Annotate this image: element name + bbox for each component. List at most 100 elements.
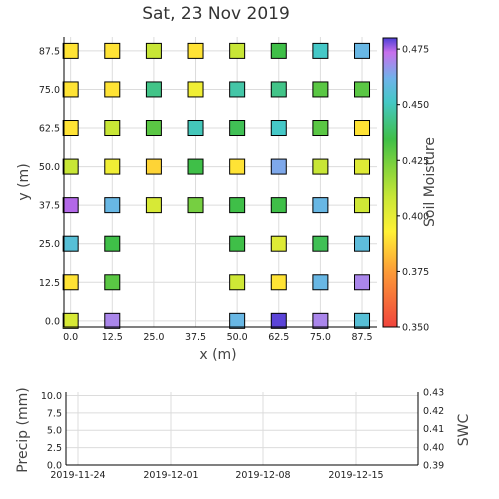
heatmap-cell	[229, 312, 246, 329]
heatmap-cell	[104, 42, 121, 59]
heatmap-cell	[312, 312, 329, 329]
heatmap-x-tick-label: 37.5	[185, 332, 206, 343]
heatmap-x-ticks: 0.0 12.5 25.0 37.5 50.0 62.5 75.0 87.5	[63, 332, 372, 343]
heatmap-cell	[270, 81, 287, 98]
colorbar-tick-label: 0.350	[402, 323, 429, 334]
heatmap-cell	[270, 235, 287, 252]
colorbar-tick-label: 0.475	[402, 45, 429, 56]
colorbar	[382, 37, 398, 328]
heatmap-cell	[62, 235, 79, 252]
heatmap-y-tick-label: 12.5	[39, 278, 60, 289]
heatmap-cell	[354, 42, 371, 59]
heatmap-cell	[229, 120, 246, 137]
heatmap-cell	[145, 42, 162, 59]
heatmap-cell	[354, 235, 371, 252]
heatmap-cell	[145, 197, 162, 214]
heatmap-cell	[62, 42, 79, 59]
heatmap-y-tick-label: 87.5	[39, 46, 60, 57]
heatmap-cell	[104, 197, 121, 214]
heatmap-cell	[62, 81, 79, 98]
heatmap-cell	[270, 120, 287, 137]
heatmap-y-axis-label: y (m)	[16, 163, 32, 200]
heatmap-cell	[62, 120, 79, 137]
heatmap-cell	[187, 81, 204, 98]
heatmap-cell	[104, 158, 121, 175]
precip-y-axis-label: Precip (mm)	[15, 387, 31, 472]
swc-y-tick-label: 0.42	[423, 406, 444, 417]
heatmap-y-tick-label: 0.0	[45, 316, 60, 327]
heatmap-cell	[62, 312, 79, 329]
heatmap-cell	[145, 120, 162, 137]
colorbar-tick-label: 0.400	[402, 211, 429, 222]
heatmap-cell	[187, 120, 204, 137]
heatmap-cell	[354, 197, 371, 214]
swc-y-tick-label: 0.43	[423, 388, 444, 399]
heatmap-cell	[354, 158, 371, 175]
heatmap-x-tick-label: 0.0	[63, 332, 78, 343]
heatmap-cell	[104, 235, 121, 252]
heatmap-cell	[229, 235, 246, 252]
heatmap-y-tick-label: 25.0	[39, 239, 60, 250]
heatmap-cell	[145, 158, 162, 175]
heatmap-cell	[229, 197, 246, 214]
swc-y-tick-label: 0.40	[423, 442, 444, 453]
chart-title: Sat, 23 Nov 2019	[142, 4, 290, 24]
colorbar-label: Soil Moisture	[422, 137, 438, 227]
colorbar-ticks: 0.350 0.375 0.400 0.425 0.450 0.475	[397, 45, 429, 334]
precip-x-tick-label: 2019-11-24	[50, 470, 105, 481]
heatmap-cell	[270, 42, 287, 59]
heatmap-x-tick-label: 87.5	[351, 332, 372, 343]
heatmap-cell	[104, 274, 121, 291]
precip-x-tick-label: 2019-12-15	[328, 470, 383, 481]
heatmap-cell	[187, 42, 204, 59]
heatmap-cell	[312, 120, 329, 137]
heatmap-y-tick-label: 62.5	[39, 124, 60, 135]
precip-y-tick-label: 0.0	[47, 461, 62, 472]
heatmap-cell	[354, 274, 371, 291]
heatmap-cells	[62, 42, 371, 329]
heatmap-x-axis-label: x (m)	[199, 347, 236, 363]
heatmap-cell	[187, 197, 204, 214]
colorbar-tick-label: 0.425	[402, 156, 429, 167]
heatmap-cell	[270, 274, 287, 291]
swc-y-axis-label: SWC	[456, 414, 472, 447]
heatmap-x-tick-label: 12.5	[102, 332, 123, 343]
heatmap-cell	[62, 197, 79, 214]
precip-y-tick-label: 2.5	[47, 443, 62, 454]
precip-y-tick-label: 7.5	[47, 408, 62, 419]
heatmap-x-tick-label: 50.0	[227, 332, 248, 343]
heatmap-cell	[229, 81, 246, 98]
heatmap-cell	[270, 158, 287, 175]
colorbar-tick-label: 0.450	[402, 100, 429, 111]
heatmap-cell	[104, 312, 121, 329]
heatmap-x-tick-label: 75.0	[310, 332, 331, 343]
swc-y-tick-label: 0.41	[423, 424, 444, 435]
swc-y-ticks: 0.39 0.40 0.41 0.42 0.43	[423, 388, 444, 472]
heatmap-cell	[62, 158, 79, 175]
heatmap-cell	[312, 274, 329, 291]
precip-x-ticks: 2019-11-24 2019-12-01 2019-12-08 2019-12-15	[50, 470, 383, 481]
precip-y-tick-label: 5.0	[47, 426, 62, 437]
heatmap-cell	[312, 81, 329, 98]
swc-y-tick-label: 0.39	[423, 461, 444, 472]
heatmap-y-tick-label: 37.5	[39, 201, 60, 212]
heatmap-cell	[62, 274, 79, 291]
heatmap-cell	[104, 120, 121, 137]
heatmap-cell	[270, 312, 287, 329]
heatmap-cell	[229, 274, 246, 291]
heatmap-cell	[312, 42, 329, 59]
heatmap-cell	[354, 120, 371, 137]
heatmap-cell	[145, 81, 162, 98]
heatmap-y-tick-label: 75.0	[39, 85, 60, 96]
heatmap-x-tick-label: 25.0	[143, 332, 164, 343]
precip-y-ticks: 0.0 2.5 5.0 7.5 10.0	[41, 391, 62, 472]
heatmap-cell	[312, 158, 329, 175]
heatmap-cell	[187, 158, 204, 175]
precip-x-tick-label: 2019-12-08	[235, 470, 290, 481]
heatmap-y-ticks: 0.0 12.5 25.0 37.5 50.0 62.5 75.0 87.5	[39, 46, 60, 327]
heatmap-cell	[270, 197, 287, 214]
heatmap-cell	[229, 158, 246, 175]
heatmap-cell	[312, 197, 329, 214]
precip-grid	[66, 392, 418, 466]
